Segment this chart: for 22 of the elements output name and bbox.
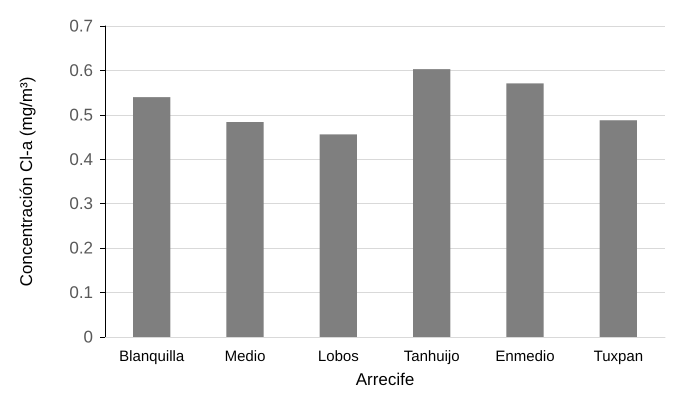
bar bbox=[320, 134, 357, 337]
x-tick-label: Tanhuijo bbox=[404, 348, 460, 365]
bar bbox=[600, 120, 637, 337]
bar bbox=[133, 97, 170, 337]
y-tick-label: 0.1 bbox=[69, 283, 93, 302]
x-tick-label: Medio bbox=[224, 348, 266, 365]
y-tick-label: 0.5 bbox=[69, 105, 93, 124]
x-tick-label: Lobos bbox=[318, 348, 359, 365]
x-tick-label: Tuxpan bbox=[594, 348, 644, 365]
y-tick-label: 0.2 bbox=[69, 238, 93, 258]
y-tick-label: 0.4 bbox=[69, 150, 93, 169]
x-tick-label: Blanquilla bbox=[119, 348, 185, 365]
y-tick-label: 0.3 bbox=[69, 194, 93, 214]
x-axis-title: Arrecife bbox=[356, 370, 414, 389]
y-tick-label: 0.6 bbox=[69, 60, 93, 80]
bar bbox=[413, 69, 450, 337]
y-tick-label: 0 bbox=[84, 328, 93, 346]
x-tick-label: Enmedio bbox=[495, 348, 555, 365]
bar bbox=[226, 122, 264, 337]
bar bbox=[506, 83, 544, 337]
y-axis-title: Concentración Cl-a (mg/m³) bbox=[17, 76, 36, 286]
y-tick-label: 0.7 bbox=[69, 16, 93, 36]
